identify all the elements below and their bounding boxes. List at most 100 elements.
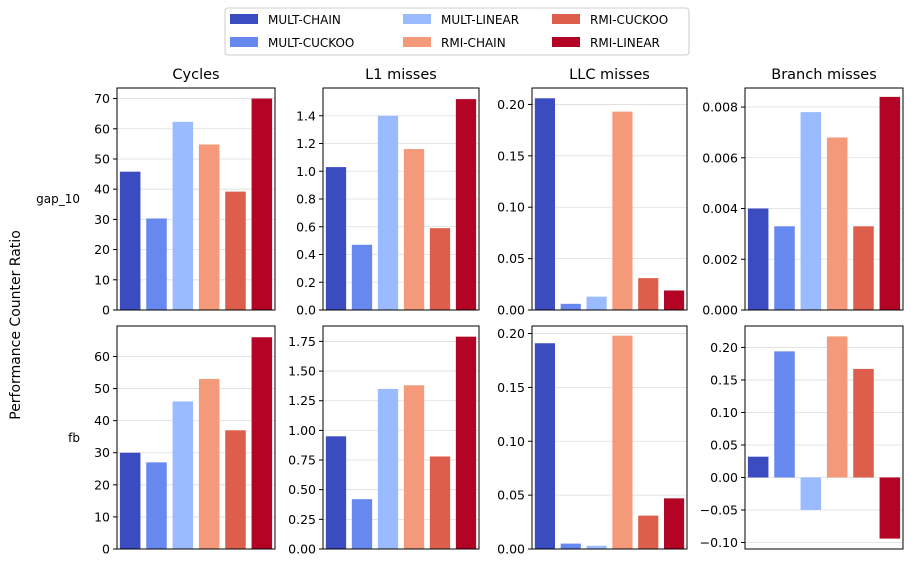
bar-mult-chain — [534, 98, 555, 311]
panel-2-1: 0 10 20 30 40 50 60 — [94, 325, 276, 557]
y-tick-label: −0.05 — [700, 502, 738, 517]
bar-mult-linear — [586, 296, 607, 310]
y-tick-label: 0.15 — [497, 380, 525, 395]
bar-mult-cuckoo — [774, 351, 795, 478]
y-tick-label: 0.006 — [702, 150, 738, 165]
y-tick-label: 0.00 — [710, 470, 738, 485]
panels: 0 10 20 30 40 50 60 70 Cycles 0.0 0.2 0.4 0.6 0.8 1.0 1… — [94, 67, 904, 557]
bar-rmi-linear — [455, 336, 477, 549]
y-tick-label: 0.10 — [497, 200, 525, 215]
bar-mult-linear — [586, 545, 607, 549]
y-tick-label: 30 — [94, 445, 110, 460]
bar-mult-linear — [800, 112, 822, 310]
bar-rmi-cuckoo — [638, 278, 659, 310]
panel-1-3: 0.00 0.05 0.10 0.15 0.20 LLC misses — [497, 67, 688, 318]
bar-mult-cuckoo — [560, 303, 581, 310]
bar-rmi-chain — [198, 144, 220, 310]
bar-rmi-linear — [879, 477, 901, 539]
y-axis-label: Performance Counter Ratio — [8, 230, 24, 420]
bar-rmi-chain — [826, 137, 848, 310]
bar-mult-chain — [747, 208, 769, 310]
legend-label-rmi-chain: RMI-CHAIN — [441, 36, 506, 50]
bar-mult-cuckoo — [560, 543, 581, 549]
bar-mult-cuckoo — [774, 226, 795, 310]
y-tick-label: 1.25 — [288, 393, 316, 408]
y-tick-label: 0.004 — [702, 201, 738, 216]
bar-mult-linear — [800, 477, 822, 510]
y-tick-label: 1.75 — [288, 334, 316, 349]
bar-rmi-cuckoo — [638, 515, 659, 549]
bar-mult-linear — [377, 115, 399, 310]
bar-mult-chain — [119, 171, 141, 310]
y-tick-label: 0.00 — [497, 542, 525, 557]
y-tick-label: 70 — [94, 91, 110, 106]
row-label-fb: fb — [68, 431, 80, 445]
legend-label-mult-linear: MULT-LINEAR — [441, 13, 519, 27]
bar-mult-chain — [325, 167, 347, 310]
panel-title: L1 misses — [365, 67, 437, 83]
legend-label-mult-cuckoo: MULT-CUCKOO — [268, 36, 354, 50]
y-tick-label: 0.000 — [702, 303, 738, 318]
bar-mult-cuckoo — [351, 244, 373, 310]
y-tick-label: 0.008 — [702, 100, 738, 115]
y-tick-label: 40 — [94, 413, 110, 428]
bar-rmi-chain — [198, 378, 220, 549]
legend-swatch-mult-linear — [403, 14, 431, 24]
y-tick-label: 20 — [94, 242, 110, 257]
bar-rmi-cuckoo — [225, 191, 246, 310]
legend-swatch-mult-chain — [230, 14, 258, 24]
bar-rmi-cuckoo — [429, 456, 451, 549]
legend-swatch-rmi-chain — [403, 37, 431, 47]
y-tick-label: 0.002 — [702, 252, 738, 267]
axes-frame — [116, 325, 276, 550]
bar-rmi-linear — [251, 337, 273, 549]
axes-frame — [531, 325, 688, 550]
legend-swatch-rmi-linear — [552, 37, 580, 47]
panel-2-2: 0.00 0.25 0.50 0.75 1.00 1.25 1.50 1.75 — [288, 325, 480, 557]
y-tick-label: 0.2 — [296, 275, 316, 290]
y-tick-label: 0.15 — [497, 148, 525, 163]
y-tick-label: 50 — [94, 381, 110, 396]
bar-rmi-chain — [612, 335, 633, 549]
y-tick-label: 1.4 — [296, 108, 316, 123]
y-tick-label: 60 — [94, 121, 110, 136]
legend-swatch-rmi-cuckoo — [552, 14, 580, 24]
bar-rmi-cuckoo — [853, 368, 874, 478]
y-tick-label: 0.50 — [288, 482, 316, 497]
bar-rmi-cuckoo — [429, 228, 451, 310]
bar-rmi-linear — [664, 290, 685, 310]
y-tick-label: 0.00 — [288, 542, 316, 557]
y-tick-label: 0 — [102, 303, 110, 318]
y-tick-label: 0.20 — [497, 326, 525, 341]
panel-2-3: 0.00 0.05 0.10 0.15 0.20 — [497, 325, 688, 557]
bar-mult-cuckoo — [146, 218, 167, 310]
y-tick-label: 0.00 — [497, 303, 525, 318]
bar-mult-linear — [172, 121, 194, 310]
bar-rmi-linear — [664, 498, 685, 549]
y-tick-label: 0.05 — [497, 251, 525, 266]
axes-frame — [322, 325, 480, 550]
y-tick-label: 0.8 — [296, 192, 316, 207]
y-tick-label: 1.0 — [296, 164, 316, 179]
panel-1-1: 0 10 20 30 40 50 60 70 Cycles — [94, 67, 276, 318]
bar-mult-linear — [172, 401, 194, 549]
y-tick-label: 50 — [94, 151, 110, 166]
bar-rmi-chain — [826, 336, 848, 478]
legend-swatch-mult-cuckoo — [230, 37, 258, 47]
y-tick-label: 0.6 — [296, 219, 316, 234]
bar-mult-chain — [747, 456, 769, 478]
bar-rmi-chain — [612, 111, 633, 310]
bar-mult-cuckoo — [146, 462, 167, 549]
bar-rmi-chain — [403, 149, 425, 310]
panel-title: Branch misses — [771, 67, 877, 83]
legend: MULT-CHAIN MULT-CUCKOO MULT-LINEAR RMI-CHAI… — [224, 7, 690, 56]
y-tick-label: 10 — [94, 272, 110, 287]
bar-rmi-cuckoo — [853, 226, 874, 310]
y-tick-label: 60 — [94, 349, 110, 364]
bar-rmi-chain — [403, 385, 425, 549]
y-tick-label: 0.05 — [710, 437, 738, 452]
y-tick-label: 0.20 — [710, 340, 738, 355]
y-tick-label: 0.15 — [710, 372, 738, 387]
axes-frame — [744, 87, 904, 311]
y-tick-label: 30 — [94, 212, 110, 227]
